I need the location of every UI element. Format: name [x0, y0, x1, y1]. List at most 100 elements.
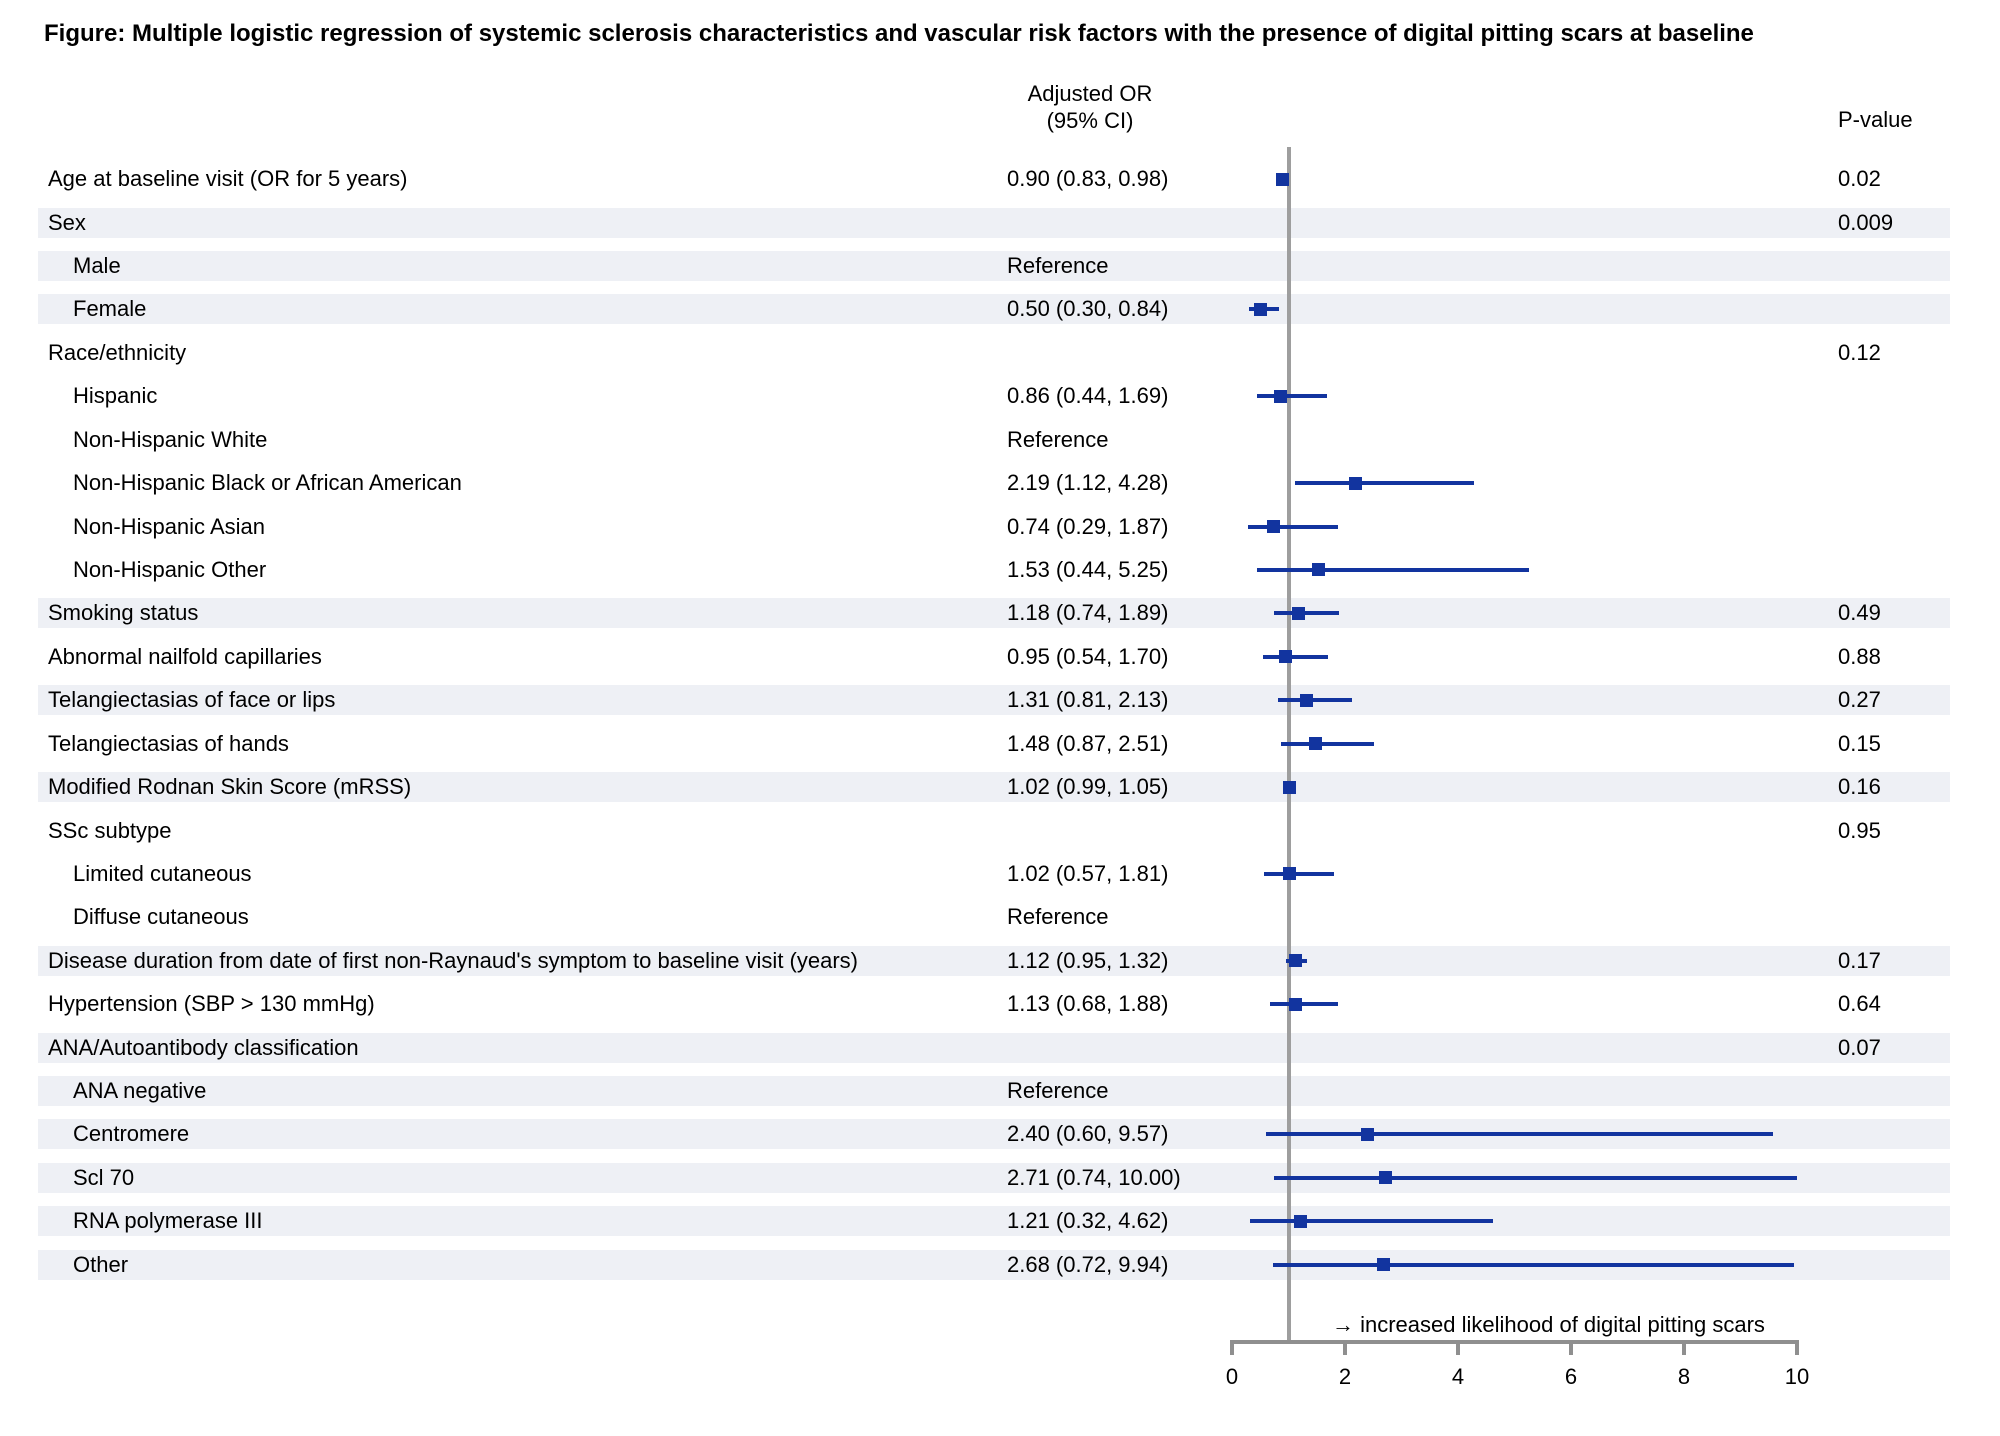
row-label: Telangiectasias of hands [48, 730, 289, 756]
row-label: RNA polymerase III [73, 1208, 263, 1234]
ci-line [1277, 698, 1353, 703]
row-label: Telangiectasias of face or lips [48, 687, 336, 713]
or-point-marker [1293, 1214, 1307, 1228]
row-label: Non-Hispanic Other [73, 556, 267, 582]
row-label: Abnormal nailfold capillaries [48, 643, 322, 669]
or-ci-text: 2.68 (0.72, 9.94) [1007, 1251, 1169, 1277]
row-label: Male [73, 253, 121, 279]
or-point-marker [1276, 172, 1290, 186]
p-value: 0.12 [1838, 339, 1881, 365]
row-band [38, 598, 1950, 629]
row-label: Non-Hispanic Asian [73, 513, 265, 539]
or-point-marker [1376, 1258, 1390, 1272]
ci-line [1262, 654, 1329, 659]
or-point-marker [1349, 476, 1363, 490]
row-band [38, 1032, 1950, 1063]
x-axis-tick [1343, 1344, 1347, 1355]
or-ci-text: 2.71 (0.74, 10.00) [1007, 1164, 1181, 1190]
or-ci-text: 1.18 (0.74, 1.89) [1007, 600, 1169, 626]
row-label: Sex [48, 209, 86, 235]
or-point-marker [1283, 867, 1297, 881]
row-label: Smoking status [48, 600, 199, 626]
row-band [38, 772, 1950, 803]
ci-line [1250, 1219, 1494, 1224]
ci-line [1256, 394, 1328, 399]
or-point-marker [1289, 997, 1303, 1011]
or-point-marker [1283, 780, 1297, 794]
row-label: Centromere [73, 1121, 190, 1147]
or-ci-text: 1.48 (0.87, 2.51) [1007, 730, 1169, 756]
ci-line [1264, 871, 1335, 876]
or-ci-text: Reference [1007, 426, 1109, 452]
or-point-marker [1361, 1127, 1375, 1141]
row-label: Hypertension (SBP > 130 mmHg) [48, 991, 375, 1017]
p-value: 0.07 [1838, 1034, 1881, 1060]
row-band [38, 294, 1950, 325]
or-header-line2: (95% CI) [1046, 108, 1134, 133]
or-ci-text: 2.40 (0.60, 9.57) [1007, 1121, 1169, 1147]
row-label: SSc subtype [48, 817, 172, 843]
or-ci-text: 1.53 (0.44, 5.25) [1007, 556, 1169, 582]
or-point-marker [1288, 954, 1302, 968]
or-point-marker [1274, 389, 1288, 403]
p-value: 0.16 [1838, 774, 1881, 800]
ci-line [1270, 1002, 1339, 1007]
row-band [38, 1206, 1950, 1237]
row-label: Limited cutaneous [73, 860, 252, 886]
row-band [38, 945, 1950, 976]
x-axis-tick-label: 4 [1451, 1364, 1465, 1389]
row-label: Race/ethnicity [48, 339, 187, 365]
row-band [38, 207, 1950, 238]
row-band [38, 1076, 1950, 1107]
x-axis-tick [1795, 1344, 1799, 1355]
or-ci-text: 0.74 (0.29, 1.87) [1007, 513, 1169, 539]
row-label: ANA/Autoantibody classification [48, 1034, 359, 1060]
x-axis-tick-label: 6 [1564, 1364, 1578, 1389]
axis-annotation: → increased likelihood of digital pittin… [1332, 1312, 1765, 1337]
or-ci-text: 0.50 (0.30, 0.84) [1007, 296, 1169, 322]
row-label: ANA negative [73, 1078, 207, 1104]
column-header-adjusted-or: Adjusted OR (95% CI) [965, 80, 1215, 134]
or-point-marker [1292, 606, 1306, 620]
ci-line [1265, 1132, 1773, 1137]
row-label: Diffuse cutaneous [73, 904, 249, 930]
or-point-marker [1309, 737, 1323, 751]
x-axis-tick [1682, 1344, 1686, 1355]
or-header-line1: Adjusted OR [1027, 81, 1153, 106]
row-label: Hispanic [73, 383, 158, 409]
or-point-marker [1299, 693, 1313, 707]
x-axis-tick-label: 8 [1677, 1364, 1691, 1389]
or-ci-text: 1.02 (0.99, 1.05) [1007, 774, 1169, 800]
ci-line [1248, 524, 1338, 529]
row-label: Non-Hispanic White [73, 426, 268, 452]
p-value: 0.95 [1838, 817, 1881, 843]
row-label: Age at baseline visit (OR for 5 years) [48, 166, 408, 192]
or-point-marker [1279, 650, 1293, 664]
p-value: 0.17 [1838, 947, 1881, 973]
row-label: Disease duration from date of first non-… [48, 947, 858, 973]
ci-line [1256, 567, 1529, 572]
ci-line [1272, 1262, 1794, 1267]
or-ci-text: 1.13 (0.68, 1.88) [1007, 991, 1169, 1017]
p-value: 0.27 [1838, 687, 1881, 713]
row-label: Scl 70 [73, 1164, 135, 1190]
or-ci-text: Reference [1007, 1078, 1109, 1104]
row-band [38, 251, 1950, 282]
or-ci-text: Reference [1007, 904, 1109, 930]
p-value: 0.009 [1838, 209, 1894, 235]
or-ci-text: 1.31 (0.81, 2.13) [1007, 687, 1169, 713]
or-ci-text: 1.12 (0.95, 1.32) [1007, 947, 1169, 973]
or-ci-text: 2.19 (1.12, 4.28) [1007, 470, 1169, 496]
row-band [38, 685, 1950, 716]
x-axis-tick-label: 2 [1338, 1364, 1352, 1389]
row-label: Non-Hispanic Black or African American [73, 470, 462, 496]
x-axis-tick [1456, 1344, 1460, 1355]
column-header-pvalue: P-value [1838, 107, 1913, 132]
p-value: 0.49 [1838, 600, 1881, 626]
or-ci-text: Reference [1007, 253, 1109, 279]
row-label: Female [73, 296, 147, 322]
ci-line [1273, 611, 1339, 616]
x-axis-line [1230, 1340, 1799, 1344]
or-ci-text: 1.02 (0.57, 1.81) [1007, 860, 1169, 886]
